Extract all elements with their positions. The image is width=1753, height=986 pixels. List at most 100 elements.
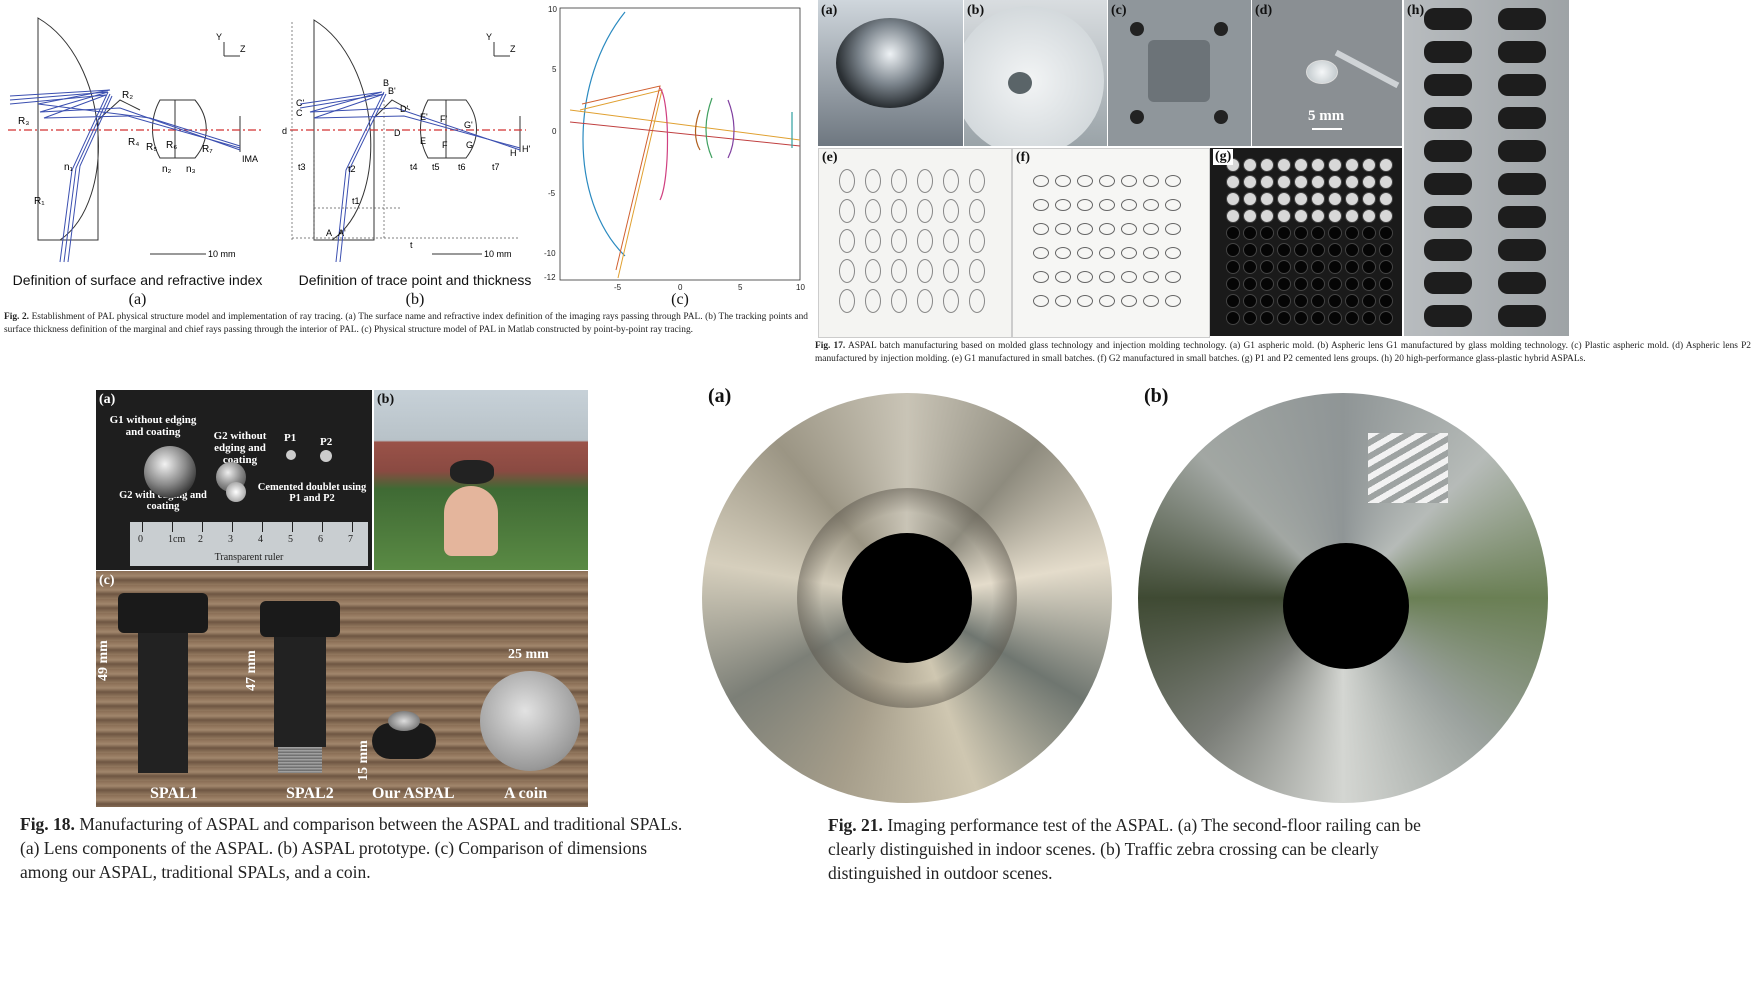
fig18-photo-b: (b): [374, 390, 588, 570]
tray-slot: [1328, 243, 1342, 257]
g2-sketch: [1033, 199, 1049, 211]
g1-sketch: [969, 259, 985, 283]
ann-p1: P1: [284, 432, 297, 444]
fig18-label-c: (c): [99, 573, 115, 588]
rays: [9, 89, 241, 263]
tray-slot: [1277, 294, 1291, 308]
fisheye-outdoor: [1138, 393, 1548, 803]
dim-47mm: 47 mm: [244, 650, 259, 691]
tray-slot: [1260, 260, 1274, 274]
tray-slot: [1226, 243, 1240, 257]
tray-slot: [1226, 260, 1240, 274]
label-r5: R₅: [146, 142, 157, 153]
xtick-m5: -5: [614, 283, 622, 292]
fig18-caption-text: Manufacturing of ASPAL and comparison be…: [20, 814, 683, 882]
g2-sketch: [1143, 247, 1159, 259]
g1-sketch: [891, 199, 907, 223]
ruler-tick: [262, 522, 263, 532]
g1-sketch: [839, 169, 855, 193]
pt-e: E: [420, 136, 426, 146]
tray-slot: [1277, 192, 1291, 206]
axis-z-label: Z: [240, 44, 246, 54]
tray-slot: [1362, 243, 1376, 257]
fig17-label-c: (c): [1111, 3, 1127, 18]
spal1-body: [118, 593, 208, 773]
aspal-unit: [1498, 74, 1546, 96]
fig17: (a) (b) (c) 5 mm (d) (h) (e) (f) (g: [815, 0, 1753, 380]
fig2: Y Z R₂ R₃ R₄ R₅ R₆ R₇ R₁ n₁ n₂ n₃ IMA 10…: [0, 0, 810, 360]
tray-slot: [1328, 277, 1342, 291]
aspal-unit: [1424, 305, 1472, 327]
aspal-unit: [1424, 239, 1472, 261]
g1-sketch: [865, 289, 881, 313]
fig17-label-d: (d): [1255, 3, 1273, 18]
g1-sketch: [969, 169, 985, 193]
label-r4: R₄: [128, 137, 139, 148]
fig21-caption: Fig. 21. Imaging performance test of the…: [828, 813, 1458, 885]
tray-slot: [1260, 175, 1274, 189]
pt-a: A: [326, 228, 332, 238]
fig18-caption: Fig. 18. Manufacturing of ASPAL and comp…: [20, 812, 692, 884]
tray-slot: [1362, 294, 1376, 308]
axis-z-label-b: Z: [510, 44, 516, 54]
dim-25mm: 25 mm: [508, 647, 549, 662]
g2-sketch: [1099, 295, 1115, 307]
ruler-tick-label: 0: [138, 534, 143, 545]
label-n2: n₂: [162, 164, 172, 175]
pt-b-prime: B': [388, 86, 396, 96]
tray-slot: [1243, 158, 1257, 172]
tray-slot: [1362, 311, 1376, 325]
tray-slot: [1294, 158, 1308, 172]
fig2-panel-a-title: Definition of surface and refractive ind…: [12, 272, 263, 288]
tray-slot: [1345, 294, 1359, 308]
tray-slot: [1226, 311, 1240, 325]
fig21-label-a: (a): [708, 385, 732, 407]
ann-p2: P2: [320, 436, 333, 448]
g2-sketch: [1143, 271, 1159, 283]
g2-sketch: [1143, 223, 1159, 235]
fig17-caption-label: Fig. 17.: [815, 341, 846, 351]
ruler: 0 1cm 2 3 4 5 6 7 Transparent ruler: [130, 522, 368, 566]
g1-sketch: [891, 169, 907, 193]
aspal-unit: [1498, 206, 1546, 228]
tray-slot: [1260, 243, 1274, 257]
tray-slot: [1311, 294, 1325, 308]
g2-sketch: [1121, 247, 1137, 259]
ytick-10: 10: [548, 5, 557, 14]
label-r6: R₆: [166, 140, 177, 151]
g1-sketch: [891, 259, 907, 283]
tray-slot: [1243, 243, 1257, 257]
tray-slot: [1277, 311, 1291, 325]
g2-sketch: [1165, 295, 1181, 307]
tray-slot: [1294, 311, 1308, 325]
tray-slot: [1277, 175, 1291, 189]
g2-sketch: [1077, 247, 1093, 259]
tray-slot: [1260, 277, 1274, 291]
scale-bar-b: 10 mm: [484, 249, 512, 259]
tray-slot: [1379, 158, 1393, 172]
tray-slot: [1260, 226, 1274, 240]
aspal-unit: [1424, 173, 1472, 195]
g2-sketch: [1077, 223, 1093, 235]
pt-f: F: [442, 140, 448, 150]
tray-slot: [1328, 260, 1342, 274]
g1-sketch: [969, 199, 985, 223]
thick-t6: t6: [458, 162, 466, 172]
fig2-panel-b-title: Definition of trace point and thickness: [298, 272, 532, 288]
g2-sketch: [1055, 247, 1071, 259]
axes-icon: [223, 42, 240, 57]
ruler-tick-label: 4: [258, 534, 263, 545]
tray-slot: [1328, 294, 1342, 308]
ytick-m12: -12: [544, 273, 556, 282]
tray-slot: [1345, 175, 1359, 189]
ann-g2: G2 without edging and coating: [213, 430, 267, 466]
aspal-unit: [1424, 8, 1472, 30]
g2-sketch: [1077, 175, 1093, 187]
g2-sketch: [1165, 223, 1181, 235]
g2-sketch: [1055, 271, 1071, 283]
coin: [480, 671, 580, 771]
axis-y-label-b: Y: [486, 32, 492, 42]
g1-sketch: [917, 169, 933, 193]
tray-slot: [1311, 277, 1325, 291]
tray-slot: [1311, 175, 1325, 189]
